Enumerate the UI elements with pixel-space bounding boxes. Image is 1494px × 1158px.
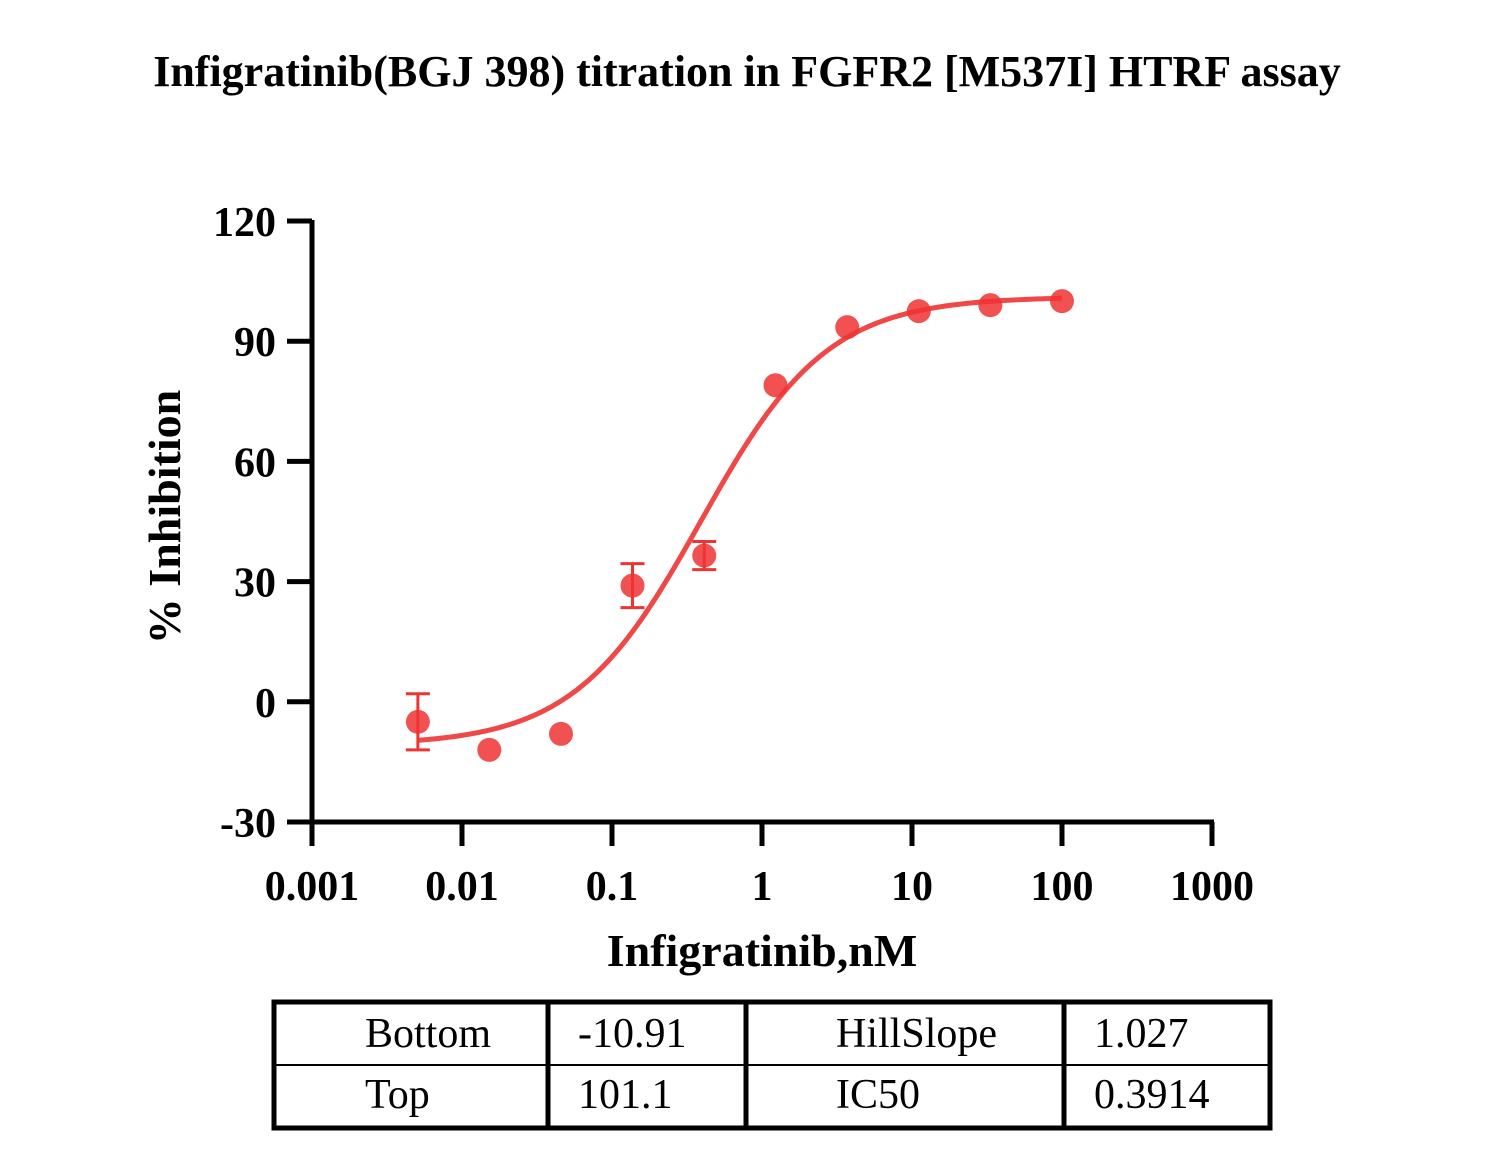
data-point — [548, 721, 573, 746]
data-points — [405, 289, 1074, 762]
parameter-table: Bottom -10.91 HillSlope 1.027 Top 101.1 … — [271, 999, 1273, 1131]
table-cell: 0.3914 — [1094, 1072, 1210, 1118]
table-cell: 101.1 — [578, 1072, 673, 1118]
data-point — [763, 373, 788, 398]
y-tick-label: 90 — [234, 320, 276, 366]
x-axis: 0.001 0.01 0.1 1 10 100 1000 — [265, 819, 1254, 910]
table-cell: -10.91 — [578, 1011, 687, 1057]
x-tick-label: 0.1 — [586, 864, 639, 910]
table-cell: Top — [365, 1072, 430, 1118]
data-point — [1050, 289, 1074, 314]
x-tick-label: 0.001 — [265, 864, 360, 910]
table-cell: IC50 — [836, 1072, 920, 1118]
table-cell: HillSlope — [836, 1011, 997, 1057]
data-point — [620, 573, 645, 598]
y-axis-label: % Inhibition — [139, 390, 190, 644]
x-tick-label: 100 — [1031, 864, 1094, 910]
x-ticks: 0.001 0.01 0.1 1 10 100 1000 — [265, 822, 1254, 910]
y-ticks: -30 0 30 60 90 120 — [213, 200, 312, 847]
table-cell: 1.027 — [1094, 1011, 1189, 1057]
x-tick-label: 1000 — [1170, 864, 1254, 910]
x-tick-label: 0.01 — [425, 864, 499, 910]
data-point — [692, 543, 717, 568]
data-point — [978, 293, 1003, 318]
table-cell: Bottom — [365, 1011, 491, 1057]
y-tick-label: 120 — [213, 200, 276, 246]
y-axis: -30 0 30 60 90 120 — [213, 200, 315, 847]
data-point — [906, 299, 931, 324]
y-tick-label: -30 — [220, 801, 276, 847]
data-point — [835, 315, 860, 340]
y-tick-label: 60 — [234, 440, 276, 486]
y-tick-label: 0 — [255, 681, 276, 727]
data-point — [477, 737, 502, 762]
fit-curve — [416, 295, 1063, 743]
x-tick-label: 10 — [891, 864, 933, 910]
x-axis-label: Infigratinib,nM — [607, 925, 918, 976]
data-point — [405, 709, 430, 734]
chart-title: Infigratinib(BGJ 398) titration in FGFR2… — [153, 47, 1341, 96]
x-tick-label: 1 — [752, 864, 773, 910]
y-tick-label: 30 — [234, 561, 276, 607]
